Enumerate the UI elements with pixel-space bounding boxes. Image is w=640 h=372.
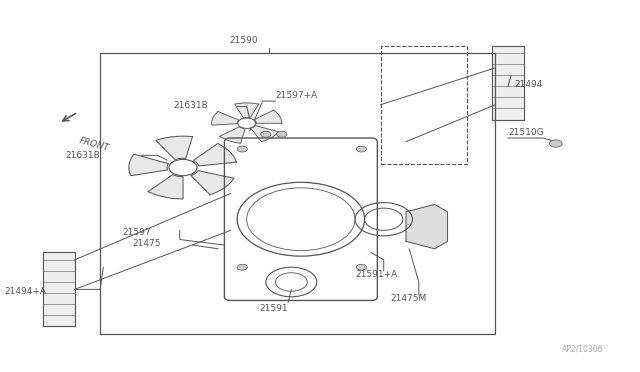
Polygon shape xyxy=(156,136,193,160)
Polygon shape xyxy=(220,127,245,143)
Text: 21631B: 21631B xyxy=(65,151,100,160)
Circle shape xyxy=(237,264,247,270)
Text: 21591+A: 21591+A xyxy=(355,270,397,279)
Circle shape xyxy=(237,146,247,152)
Text: 21475: 21475 xyxy=(132,239,161,248)
Polygon shape xyxy=(254,110,282,123)
Text: 21631B: 21631B xyxy=(173,101,208,110)
Text: 21591: 21591 xyxy=(259,304,288,313)
Polygon shape xyxy=(492,46,524,119)
Text: 21494: 21494 xyxy=(515,80,543,89)
Text: 21510G: 21510G xyxy=(508,128,543,137)
Circle shape xyxy=(169,160,197,176)
Polygon shape xyxy=(212,112,239,125)
Polygon shape xyxy=(235,103,259,118)
Circle shape xyxy=(238,118,255,128)
Circle shape xyxy=(356,146,367,152)
Polygon shape xyxy=(193,144,236,166)
Circle shape xyxy=(356,264,367,270)
Polygon shape xyxy=(43,253,75,326)
Polygon shape xyxy=(191,171,234,195)
Polygon shape xyxy=(148,174,183,199)
Text: 21494+A: 21494+A xyxy=(4,287,47,296)
Text: AP2/10306: AP2/10306 xyxy=(562,345,604,354)
Circle shape xyxy=(276,131,287,137)
Text: 21597+A: 21597+A xyxy=(275,91,317,100)
Circle shape xyxy=(549,140,562,147)
Polygon shape xyxy=(129,154,168,176)
Text: 21475M: 21475M xyxy=(390,294,426,303)
Polygon shape xyxy=(406,205,447,249)
Text: FRONT: FRONT xyxy=(78,136,110,153)
Text: 21597: 21597 xyxy=(122,228,151,237)
Circle shape xyxy=(260,131,271,137)
Text: 21590: 21590 xyxy=(229,36,258,45)
Polygon shape xyxy=(251,126,278,142)
